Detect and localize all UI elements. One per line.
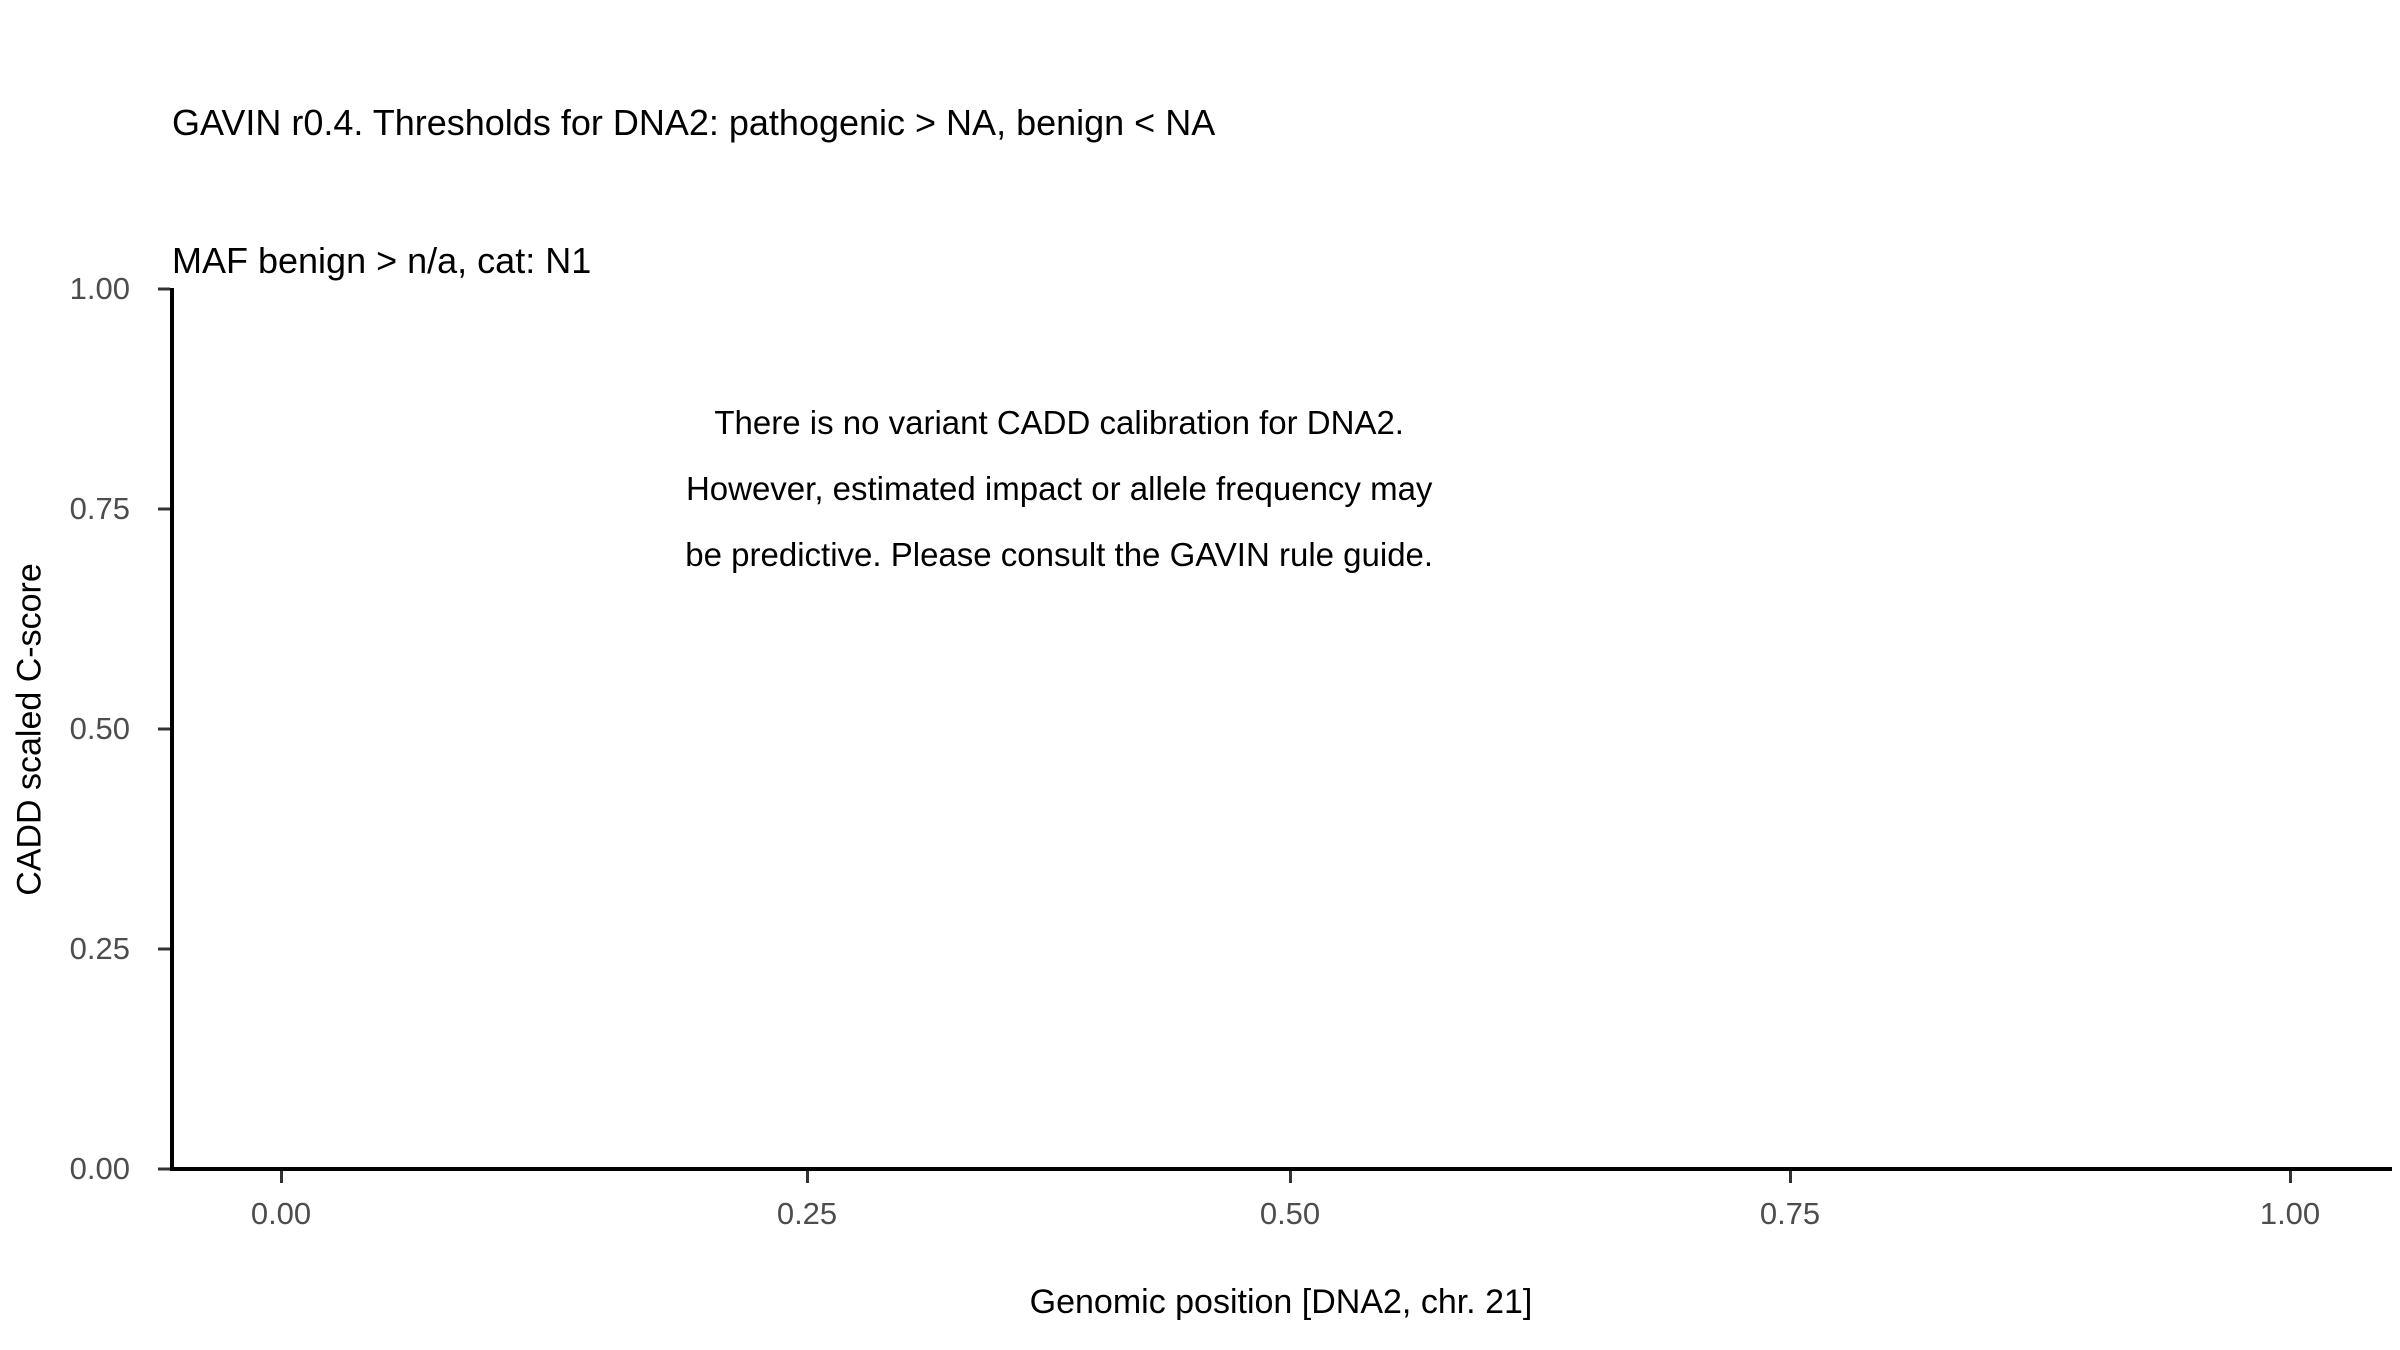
y-axis: 0.00 0.25 0.50 0.75 1.00 CADD scaled C-s… [0,0,170,1350]
y-tick-label: 0.50 [69,711,130,746]
no-data-annotation: There is no variant CADD calibration for… [359,390,1759,588]
y-tick-label: 0.00 [69,1151,130,1186]
x-axis-title: Genomic position [DNA2, chr. 21] [1029,1283,1533,1321]
x-tick-label: 0.25 [776,1196,838,1231]
x-tick-label: 0.75 [1759,1196,1821,1231]
no-data-annotation-line-2: However, estimated impact or allele freq… [685,470,1433,507]
plot-title-line-1: GAVIN r0.4. Thresholds for DNA2: pathoge… [172,102,1216,143]
y-tick-mark [158,947,170,951]
plot-panel: There is no variant CADD calibration for… [172,290,2390,1169]
x-tick-mark [805,1171,809,1183]
plot-title-line-2: MAF benign > n/a, cat: N1 [172,240,592,281]
y-tick-mark [158,287,170,291]
y-axis-line [170,288,174,1171]
y-tick-mark [158,1167,170,1171]
x-tick-mark [1788,1171,1792,1183]
y-tick-label: 0.75 [69,491,130,526]
x-tick-mark [1288,1171,1292,1183]
x-tick-mark [2288,1171,2292,1183]
no-data-annotation-line-1: There is no variant CADD calibration for… [714,404,1404,441]
x-tick-label: 0.00 [250,1196,312,1231]
y-tick-mark [158,507,170,511]
y-tick-label: 1.00 [69,271,130,306]
x-tick-label: 0.50 [1259,1196,1321,1231]
x-tick-mark [279,1171,283,1183]
x-tick-label: 1.00 [2259,1196,2321,1231]
no-data-annotation-line-3: be predictive. Please consult the GAVIN … [685,536,1434,573]
y-tick-label: 0.25 [69,931,130,966]
y-tick-mark [158,727,170,731]
x-axis-line [170,1167,2392,1171]
